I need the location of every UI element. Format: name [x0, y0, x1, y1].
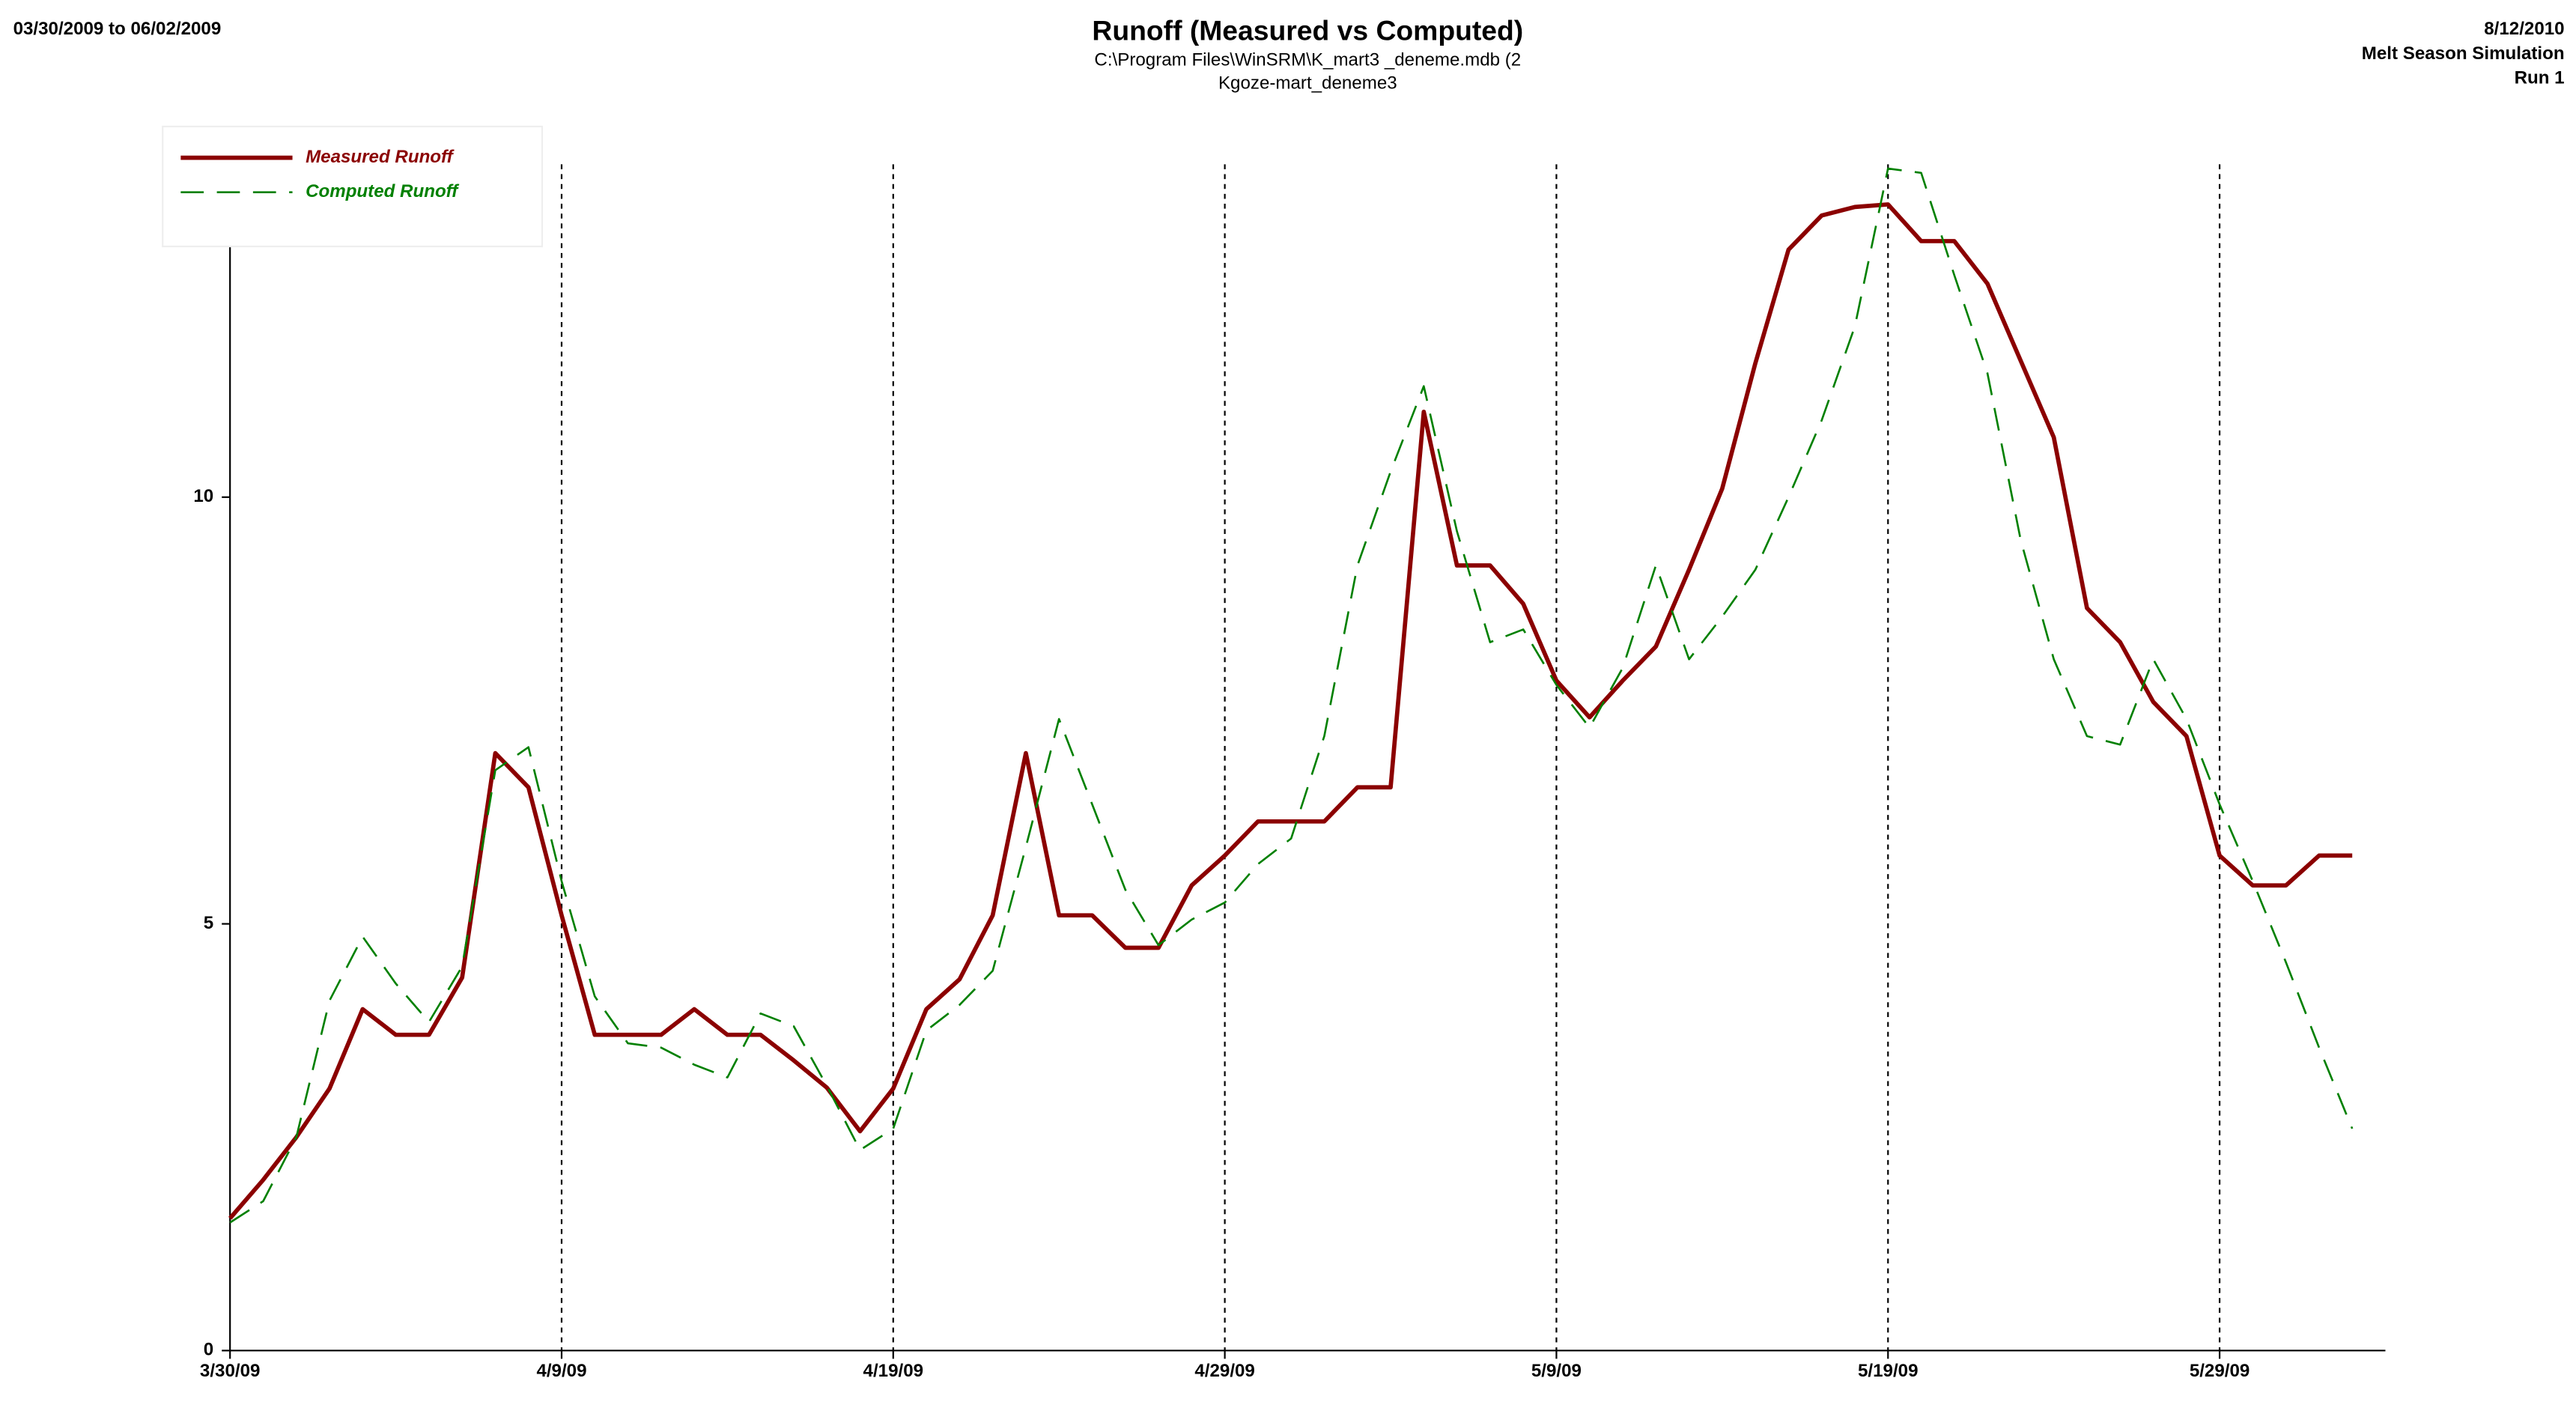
x-tick-label: 5/19/09	[1858, 1361, 1919, 1381]
y-tick-label: 5	[204, 913, 213, 933]
header-run: Run 1	[2515, 68, 2565, 88]
date-range: 03/30/2009 to 06/02/2009	[13, 19, 222, 39]
x-tick-label: 5/9/09	[1531, 1361, 1582, 1381]
legend-box	[162, 125, 544, 248]
legend-label: Measured Runoff	[306, 147, 455, 167]
header-simulation: Melt Season Simulation	[2362, 43, 2565, 64]
series-line	[229, 167, 2354, 1224]
x-tick-label: 4/19/09	[863, 1361, 924, 1381]
x-tick-label: 4/29/09	[1194, 1361, 1255, 1381]
x-tick-label: 4/9/09	[536, 1361, 586, 1381]
y-tick-label: 10	[193, 486, 213, 506]
x-tick-label: 3/30/09	[200, 1361, 261, 1381]
x-tick-label: 5/29/09	[2190, 1361, 2250, 1381]
y-tick-label: 0	[204, 1340, 213, 1360]
header-date: 8/12/2010	[2484, 19, 2564, 39]
chart-subtitle: Kgoze-mart_deneme3	[1218, 73, 1397, 93]
chart-title: Runoff (Measured vs Computed)	[1092, 15, 1523, 46]
legend-label: Computed Runoff	[306, 181, 460, 201]
chart-subtitle: C:\Program Files\WinSRM\K_mart3 _deneme.…	[1094, 50, 1521, 70]
series-line	[228, 202, 2353, 1220]
